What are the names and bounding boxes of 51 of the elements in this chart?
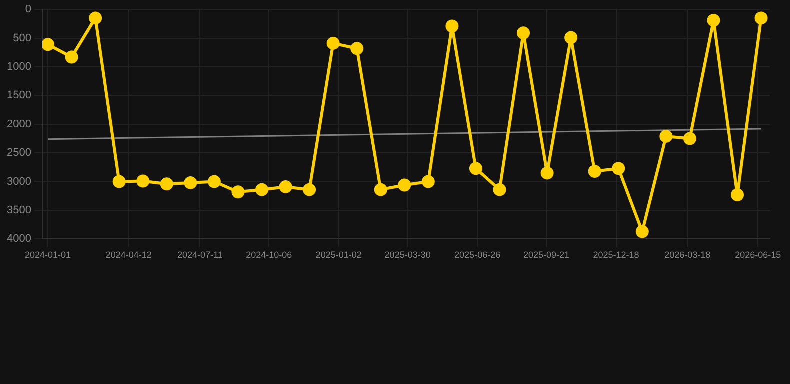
point (112, 175, 126, 188)
x-tick-label: 2025-01-02 (316, 250, 362, 260)
point (517, 26, 530, 40)
point (208, 175, 221, 188)
point (636, 225, 649, 238)
point (754, 12, 768, 25)
y-tick-label: 3500 (6, 204, 32, 217)
point (160, 178, 174, 191)
point (469, 162, 482, 176)
y-tick-label: 2000 (6, 118, 32, 130)
point (540, 166, 554, 180)
y-tick-label: 500 (13, 32, 32, 44)
y-tick-label: 3000 (6, 176, 32, 188)
point (232, 186, 245, 199)
point (588, 164, 602, 178)
point (493, 183, 506, 196)
point (136, 174, 150, 188)
y-tick-label: 2500 (6, 147, 32, 160)
point (65, 50, 78, 64)
point (398, 178, 412, 192)
y-tick-label: 1500 (6, 90, 32, 102)
x-tick-label: 2024-07-11 (177, 250, 223, 260)
x-tick-label: 2025-09-21 (523, 250, 570, 260)
point (326, 36, 340, 50)
y-tick-label: 0 (25, 4, 32, 16)
point (683, 132, 696, 146)
x-tick-label: 2024-10-06 (246, 250, 292, 260)
point (564, 31, 578, 44)
point (42, 38, 55, 52)
point (446, 20, 459, 33)
point (707, 14, 720, 28)
point (89, 12, 102, 25)
point (350, 42, 364, 56)
point (256, 183, 268, 196)
y-tick-label: 4000 (6, 233, 32, 246)
point (184, 176, 198, 190)
point (279, 180, 292, 194)
x-tick-label: 2025-06-26 (454, 250, 501, 260)
x-tick-label: 2026-03-18 (664, 250, 711, 260)
x-tick-label: 2025-03-30 (384, 250, 431, 260)
x-tick-label: 2025-12-18 (593, 250, 640, 260)
point (303, 183, 316, 196)
point (731, 188, 744, 202)
point (374, 183, 388, 196)
y-tick-label: 1000 (6, 61, 32, 74)
point (660, 130, 673, 143)
x-tick-label: 2024-01-01 (24, 250, 72, 260)
point (612, 162, 626, 176)
x-tick-label: 2026-06-15 (735, 250, 782, 260)
x-tick-label: 2024-04-12 (106, 250, 152, 260)
point (422, 175, 435, 188)
